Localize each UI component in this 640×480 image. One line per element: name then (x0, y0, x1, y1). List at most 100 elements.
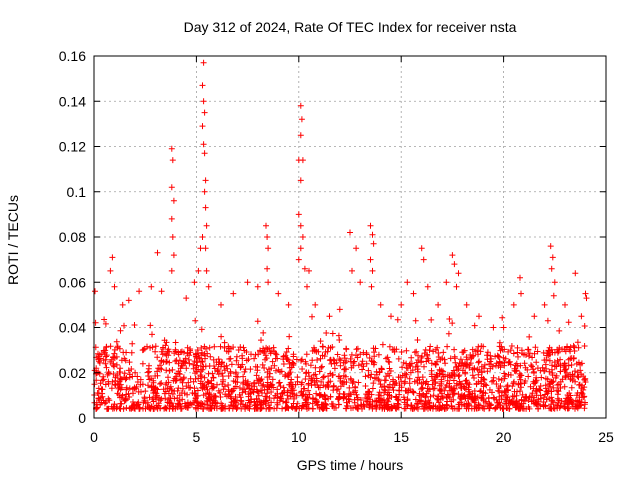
data-point (485, 395, 492, 402)
data-point (217, 394, 224, 400)
data-point (395, 355, 402, 362)
data-point (490, 374, 497, 381)
data-point (575, 403, 582, 410)
data-point (308, 382, 315, 389)
data-point (475, 371, 482, 378)
data-point (158, 288, 165, 295)
data-point (526, 333, 533, 340)
data-point (179, 385, 186, 392)
data-point (581, 343, 588, 349)
data-point (495, 376, 502, 382)
data-point (128, 405, 135, 412)
data-point (354, 394, 361, 401)
data-point (320, 401, 327, 408)
data-point (555, 348, 562, 355)
data-point (259, 361, 266, 368)
data-point (459, 359, 466, 366)
data-point (459, 367, 466, 374)
data-point (515, 381, 522, 388)
data-point (199, 123, 206, 130)
data-point (430, 348, 437, 355)
data-point (451, 390, 458, 397)
data-point (381, 383, 388, 390)
data-point (337, 357, 344, 364)
data-point (352, 384, 359, 391)
data-point (203, 267, 210, 274)
data-point (95, 385, 102, 392)
data-point (462, 363, 469, 370)
data-point (297, 102, 304, 109)
data-point (142, 405, 149, 412)
data-point (551, 359, 558, 366)
data-point (277, 395, 284, 401)
data-point (376, 369, 383, 376)
data-point (157, 397, 164, 404)
data-point (169, 234, 176, 240)
data-point (394, 396, 401, 403)
data-point (92, 288, 98, 295)
data-point (581, 405, 588, 412)
data-point (565, 362, 572, 369)
data-point (537, 402, 544, 409)
data-point (183, 295, 190, 302)
data-point (242, 377, 249, 384)
data-point (309, 313, 315, 320)
data-point (578, 313, 585, 320)
data-point (462, 378, 469, 384)
data-point (554, 387, 560, 394)
data-point (297, 177, 304, 184)
data-point (553, 402, 559, 408)
data-point (200, 59, 207, 66)
data-point (297, 245, 304, 252)
data-point (157, 365, 163, 372)
x-tick-label: 25 (598, 429, 614, 445)
data-point (369, 385, 376, 392)
data-point (183, 365, 190, 372)
data-point (422, 346, 429, 353)
data-point (365, 367, 372, 374)
data-point (582, 399, 588, 406)
data-point (418, 386, 425, 393)
data-point (237, 364, 244, 371)
data-point (191, 358, 198, 365)
data-point (199, 366, 206, 373)
data-point (215, 371, 222, 378)
data-point (378, 392, 384, 399)
data-point (126, 385, 133, 392)
data-point (569, 371, 576, 378)
data-point (446, 380, 453, 387)
data-point (116, 391, 122, 398)
data-point (549, 379, 556, 386)
data-point (180, 358, 187, 365)
data-point (550, 378, 557, 385)
data-point (309, 400, 316, 407)
data-point (456, 405, 463, 412)
data-point (386, 365, 393, 372)
data-point (428, 316, 435, 323)
data-point (521, 360, 528, 367)
data-point (220, 376, 227, 383)
data-point (217, 343, 224, 350)
data-point (461, 347, 468, 354)
data-point (125, 367, 132, 374)
data-point (484, 349, 491, 356)
data-point (573, 360, 580, 367)
data-point (178, 405, 185, 412)
data-point (264, 265, 271, 272)
data-point (420, 256, 427, 263)
data-point (425, 397, 432, 404)
data-point (272, 392, 279, 399)
data-point (581, 323, 588, 329)
data-point (575, 374, 582, 381)
data-point (413, 348, 420, 355)
data-point (513, 398, 520, 405)
data-point (327, 344, 334, 351)
data-point (211, 365, 218, 372)
data-point (198, 373, 205, 380)
data-point (464, 356, 471, 363)
data-point (574, 339, 581, 346)
data-point (401, 380, 408, 387)
data-point (457, 356, 464, 363)
x-tick-label: 15 (393, 429, 409, 445)
data-point (562, 366, 569, 372)
